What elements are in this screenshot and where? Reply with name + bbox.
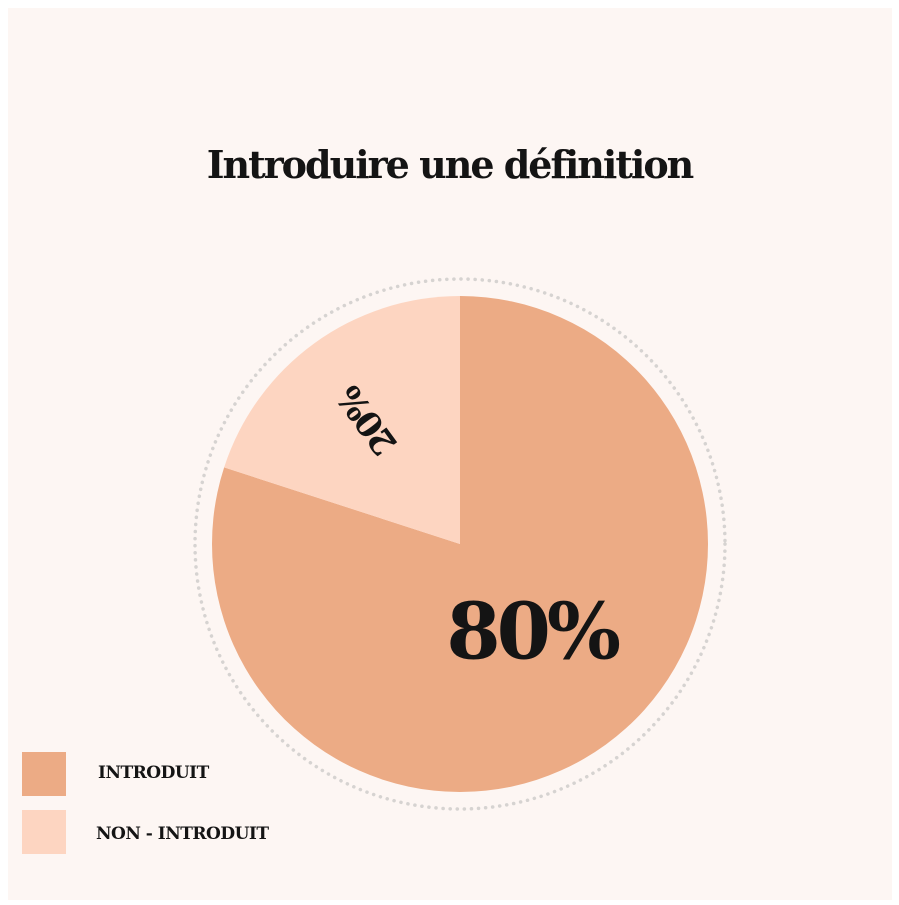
legend-swatch-introduit — [22, 752, 66, 796]
legend-label-non-introduit: NON - INTRODUIT — [96, 824, 269, 844]
legend-swatch-non-introduit — [22, 810, 66, 854]
legend-item-introduit — [22, 752, 66, 796]
pie-slice-non-introduit — [224, 296, 460, 544]
pie-label-introduit: 80% — [446, 587, 620, 678]
chart-title: Introduire une définition — [206, 142, 695, 187]
pie-dotted-ring — [193, 277, 727, 811]
legend-item-non-introduit — [22, 810, 66, 854]
legend-label-introduit: INTRODUIT — [98, 763, 209, 783]
